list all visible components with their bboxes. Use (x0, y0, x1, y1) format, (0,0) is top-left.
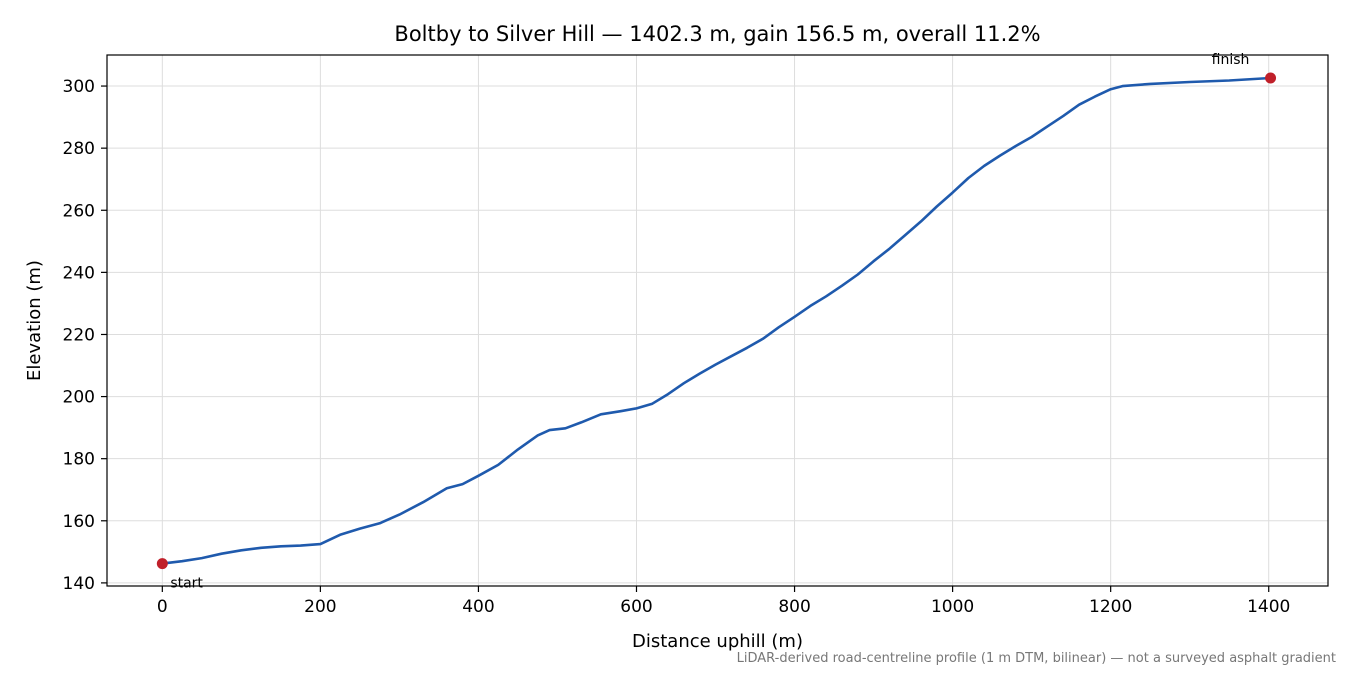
chart-title: Boltby to Silver Hill — 1402.3 m, gain 1… (394, 22, 1040, 46)
plot-area (156, 72, 1277, 570)
x-tick-label: 800 (778, 597, 810, 617)
axes-frame (106, 54, 1329, 587)
grid-lines (107, 55, 1328, 586)
footnote: LiDAR-derived road-centreline profile (1… (736, 651, 1336, 666)
y-tick-label: 300 (63, 77, 95, 97)
finish-marker (1265, 72, 1277, 84)
x-tick-label: 1000 (931, 597, 974, 617)
y-tick-label: 240 (63, 263, 95, 283)
y-tick-label: 200 (63, 388, 95, 408)
elevation-line (162, 76, 1271, 565)
y-axis-ticks: 140 160 180 200 220 240 260 280 300 (63, 77, 107, 594)
finish-annotation: finish (1212, 52, 1250, 68)
y-tick-label: 260 (63, 201, 95, 221)
y-tick-label: 180 (63, 450, 95, 470)
start-annotation: start (170, 576, 203, 592)
y-tick-label: 280 (63, 139, 95, 159)
x-axis-label: Distance uphill (m) (632, 631, 803, 652)
x-tick-label: 400 (462, 597, 494, 617)
y-tick-label: 160 (63, 512, 95, 532)
start-marker (156, 558, 168, 570)
y-tick-label: 140 (63, 574, 95, 594)
y-axis-label: Elevation (m) (24, 260, 45, 381)
x-axis-ticks: 0 200 400 600 800 1000 1200 1400 (157, 586, 1290, 617)
x-tick-label: 1400 (1247, 597, 1290, 617)
x-tick-label: 600 (620, 597, 652, 617)
y-tick-label: 220 (63, 325, 95, 345)
x-tick-label: 200 (304, 597, 336, 617)
x-tick-label: 0 (157, 597, 168, 617)
x-tick-label: 1200 (1089, 597, 1132, 617)
